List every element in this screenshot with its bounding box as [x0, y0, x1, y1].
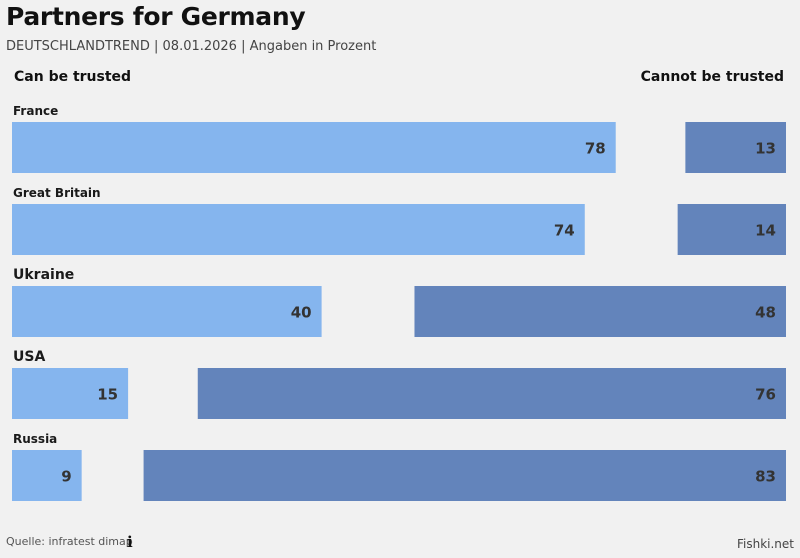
- bar-trusted-france: [12, 122, 616, 173]
- bar-not-trusted-france: [685, 122, 786, 173]
- bar-trusted-usa: [12, 368, 129, 419]
- bar-not-trusted-usa: [197, 368, 786, 419]
- chart-title: Partners for Germany: [6, 2, 306, 31]
- value-label-not-trusted-france: 13: [755, 140, 776, 158]
- value-label-not-trusted-great-britain: 14: [755, 222, 776, 240]
- bar-not-trusted-russia: [143, 450, 786, 501]
- info-icon[interactable]: 𝐢: [127, 533, 133, 551]
- value-label-trusted-russia: 9: [61, 468, 71, 486]
- value-label-not-trusted-ukraine: 48: [755, 304, 776, 322]
- category-label-ukraine: Ukraine: [13, 267, 74, 283]
- value-label-trusted-usa: 15: [97, 386, 118, 404]
- chart-subtitle: DEUTSCHLANDTREND | 08.01.2026 | Angaben …: [6, 39, 377, 54]
- source-label: Quelle: infratest dimap: [6, 535, 133, 548]
- legend-trusted: Can be trusted: [14, 69, 132, 85]
- legend-not-trusted: Cannot be trusted: [640, 69, 784, 85]
- value-label-trusted-ukraine: 40: [291, 304, 312, 322]
- category-label-great-britain: Great Britain: [13, 186, 101, 200]
- category-label-france: France: [13, 104, 58, 118]
- value-label-trusted-france: 78: [585, 140, 606, 158]
- bar-trusted-russia: [12, 450, 82, 501]
- bar-trusted-great-britain: [12, 204, 585, 255]
- watermark: Fishki.net: [736, 537, 794, 551]
- value-label-trusted-great-britain: 74: [554, 222, 575, 240]
- value-label-not-trusted-russia: 83: [755, 468, 776, 486]
- bar-not-trusted-great-britain: [677, 204, 786, 255]
- bar-not-trusted-ukraine: [414, 286, 786, 337]
- category-label-usa: USA: [13, 349, 45, 365]
- bar-trusted-ukraine: [12, 286, 322, 337]
- value-label-not-trusted-usa: 76: [755, 386, 776, 404]
- category-label-russia: Russia: [13, 432, 57, 446]
